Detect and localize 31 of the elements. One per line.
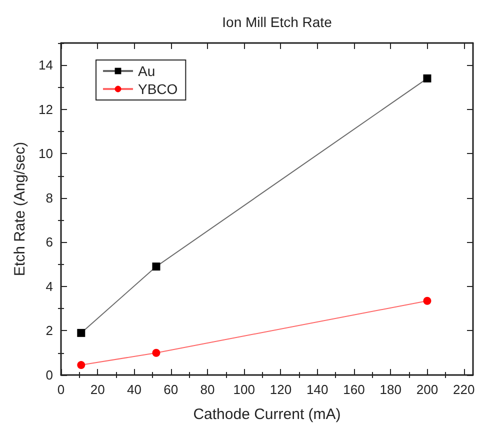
- y-tick-label: 12: [38, 102, 53, 117]
- y-tick-label: 10: [38, 146, 53, 162]
- x-tick-label: 140: [306, 382, 328, 397]
- y-tick-label: 8: [46, 190, 53, 206]
- x-tick-label: 20: [90, 382, 105, 397]
- point: [152, 262, 160, 271]
- x-tick-label: 200: [416, 382, 438, 397]
- x-tick-label: 40: [127, 382, 142, 397]
- x-tick-label: 80: [200, 382, 215, 397]
- y-tick-label: 4: [46, 278, 53, 294]
- x-tick-label: 120: [270, 382, 292, 397]
- legend-label: YBCO: [138, 81, 178, 97]
- y-tick-label: 14: [38, 58, 53, 73]
- y-tick-label: 0: [46, 368, 53, 382]
- x-tick-label: 180: [380, 382, 402, 397]
- point: [152, 348, 160, 357]
- x-tick-label: 100: [233, 382, 255, 397]
- y-axis-title: Etch Rate (Ang/sec): [12, 142, 29, 276]
- legend-label: Au: [138, 63, 156, 79]
- point: [423, 74, 432, 82]
- x-tick-label: 60: [164, 382, 178, 397]
- x-tick-label: 160: [343, 382, 365, 397]
- point: [77, 328, 86, 337]
- point: [423, 296, 432, 305]
- x-tick-label: 0: [57, 382, 65, 397]
- y-tick-label: 6: [46, 234, 53, 250]
- y-tick-label: 2: [46, 323, 53, 338]
- chart-title: Ion Mill Etch Rate: [222, 14, 332, 30]
- point: [77, 361, 86, 370]
- x-tick-label: 220: [452, 382, 475, 397]
- x-axis-title: Cathode Current (mA): [193, 406, 341, 423]
